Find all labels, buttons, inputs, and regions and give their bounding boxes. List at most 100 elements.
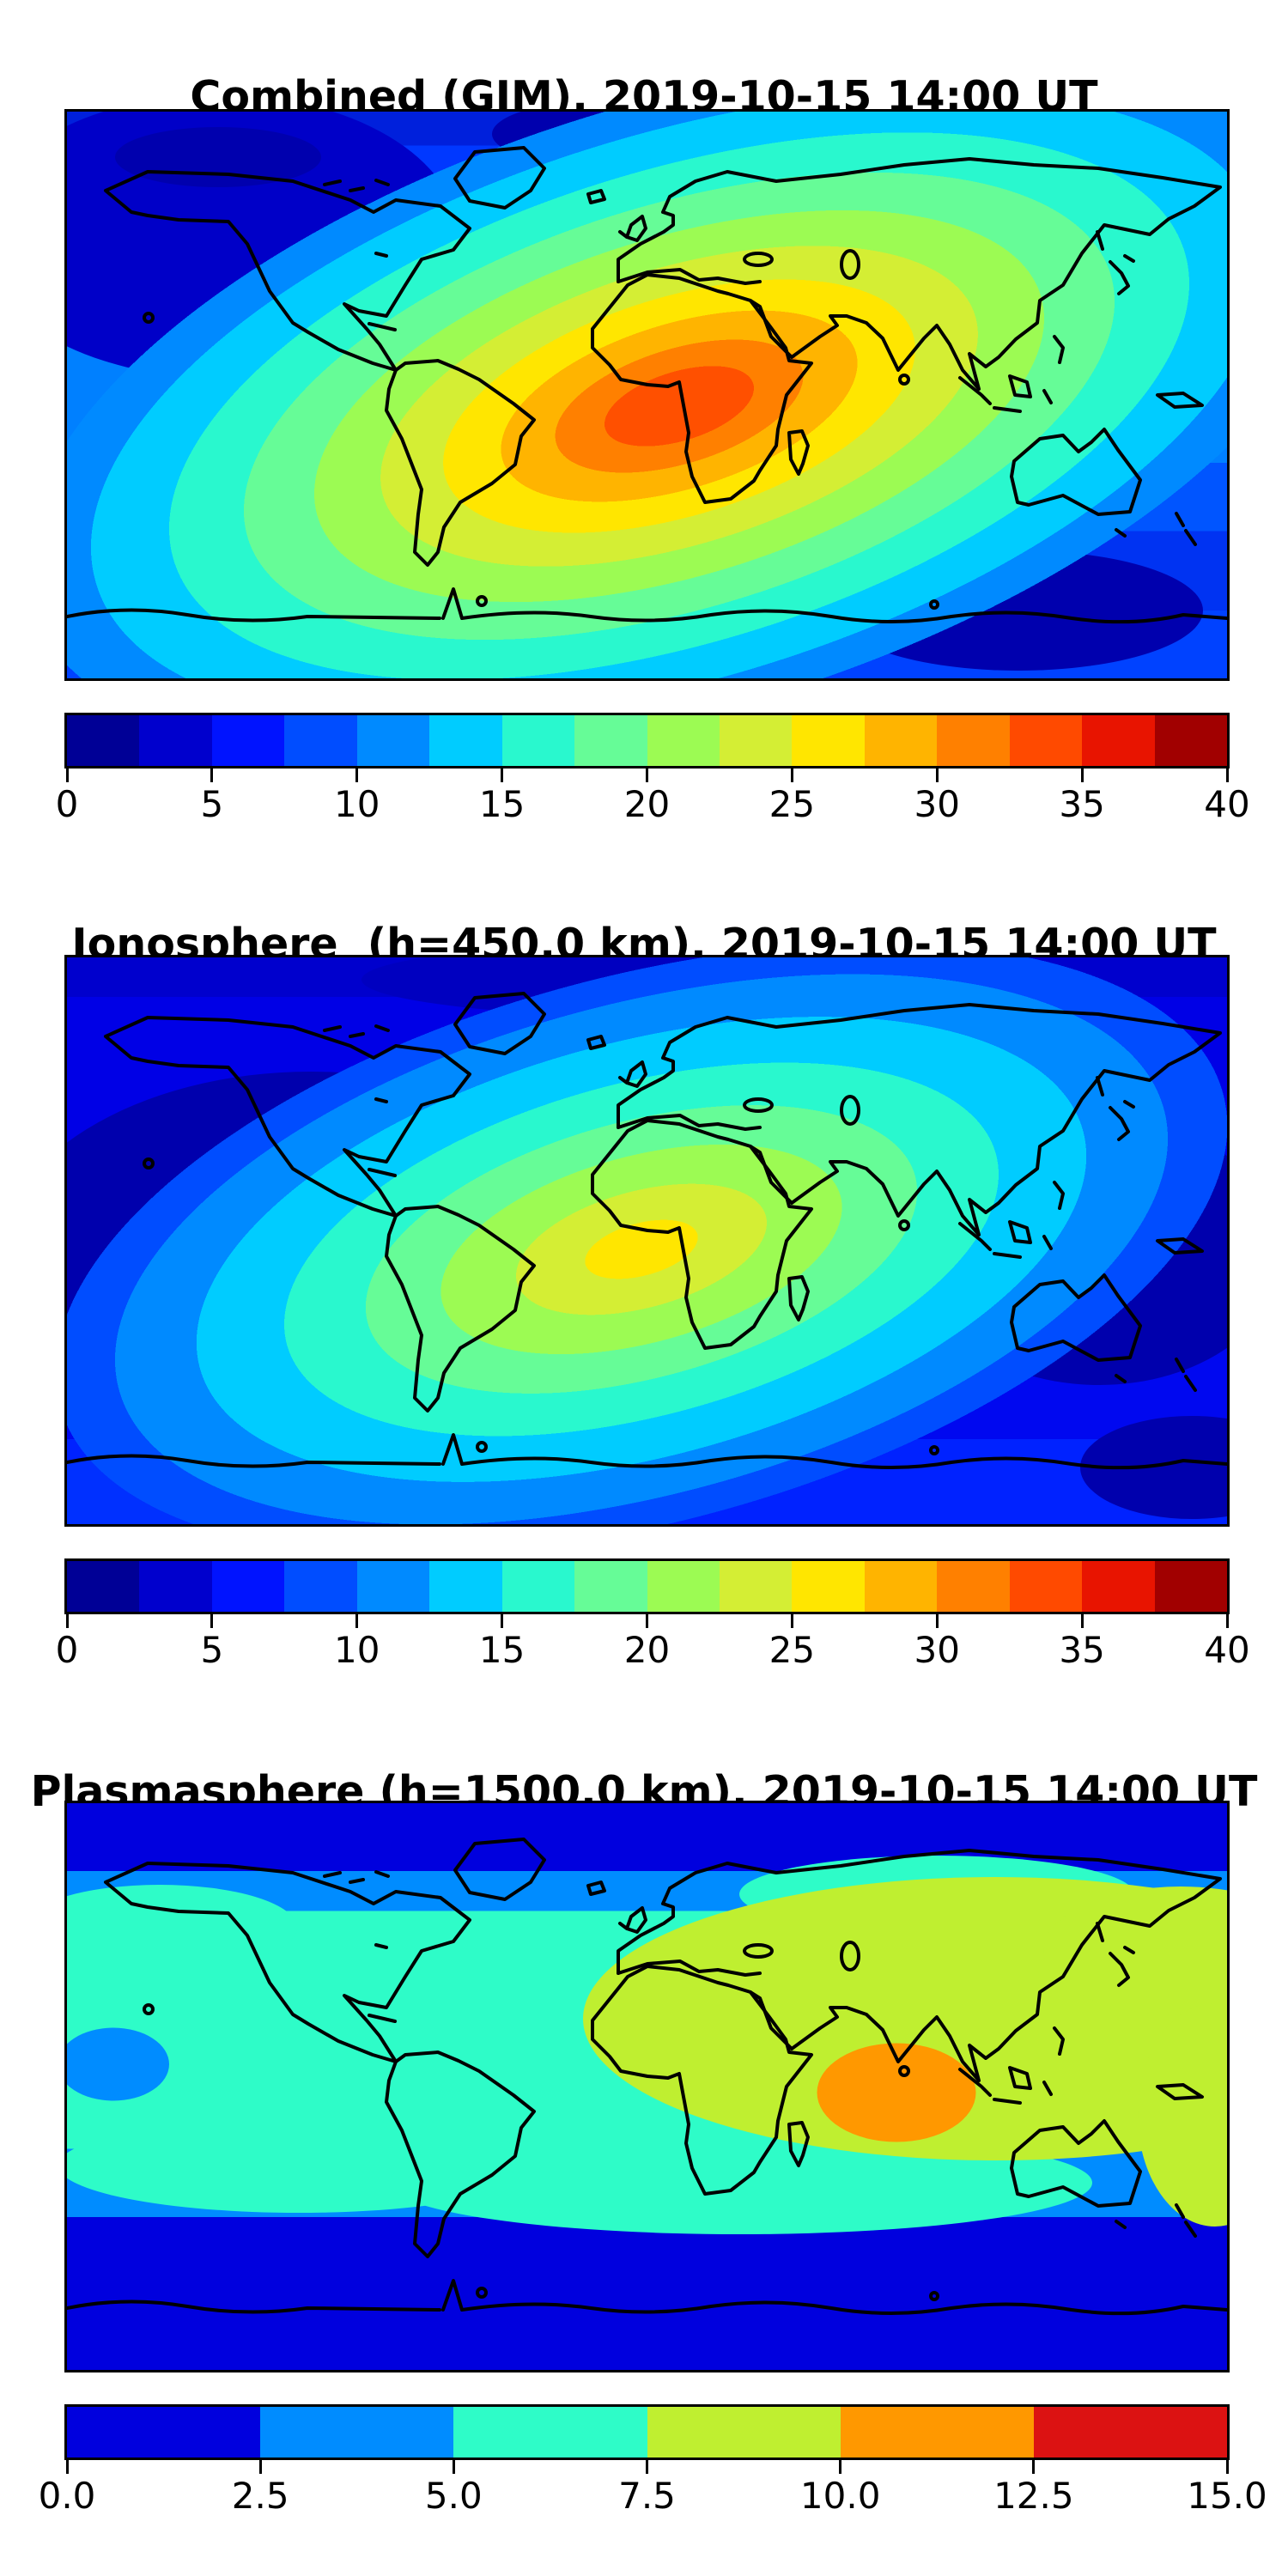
colorbar-band bbox=[1033, 2407, 1228, 2458]
colorbar-axis-combined: 0 5 10 15 20 25 30 35 40 bbox=[56, 769, 1250, 837]
colorbar-tick-mark bbox=[935, 1614, 939, 1628]
colorbar-band bbox=[356, 1561, 430, 1612]
colorbar-band bbox=[719, 1561, 793, 1612]
colorbar-band bbox=[211, 1561, 285, 1612]
colorbar-tick-label: 5 bbox=[200, 1629, 224, 1671]
colorbar-band bbox=[574, 1561, 647, 1612]
colorbar-tick-label: 12.5 bbox=[993, 2475, 1074, 2517]
colorbar-band bbox=[1154, 1561, 1227, 1612]
colorbar-tick-mark bbox=[1032, 2460, 1036, 2474]
colorbar-band bbox=[67, 2407, 261, 2458]
colorbar-band bbox=[719, 715, 793, 766]
colorbar-band bbox=[67, 1561, 140, 1612]
colorbar-band bbox=[864, 715, 938, 766]
colorbar-tick-label: 15 bbox=[478, 1629, 526, 1671]
colorbar-tick-label: 10 bbox=[334, 783, 380, 825]
colorbar-tick-mark bbox=[258, 2460, 262, 2474]
colorbar-tick-label: 25 bbox=[769, 783, 816, 825]
colorbar-band bbox=[647, 715, 720, 766]
colorbar-band bbox=[139, 1561, 212, 1612]
colorbar-band bbox=[501, 715, 575, 766]
colorbar-tick-mark bbox=[1080, 769, 1084, 782]
colorbar-tick-mark bbox=[501, 1614, 504, 1628]
colorbar-tick-label: 0 bbox=[55, 783, 79, 825]
map-plasmasphere bbox=[64, 1801, 1230, 2372]
coastlines-overlay bbox=[67, 112, 1227, 678]
colorbar-tick-mark bbox=[790, 1614, 793, 1628]
colorbar-band bbox=[211, 715, 285, 766]
colorbar-tick-label: 35 bbox=[1059, 783, 1105, 825]
colorbar-tick-mark bbox=[65, 1614, 69, 1628]
colorbar-tick-mark bbox=[1080, 1614, 1084, 1628]
colorbar-axis-plasmasphere: 0.0 2.5 5.0 7.5 10.0 12.5 15.0 bbox=[39, 2460, 1267, 2529]
colorbar-tick-mark bbox=[790, 769, 793, 782]
colorbar-band bbox=[937, 715, 1010, 766]
colorbar-tick-mark bbox=[646, 769, 648, 782]
colorbar-band bbox=[1082, 715, 1155, 766]
colorbar-band bbox=[574, 715, 647, 766]
colorbar-tick-mark bbox=[355, 769, 359, 782]
colorbar-tick-label: 10.0 bbox=[799, 2475, 881, 2517]
colorbar-tick-label: 0 bbox=[55, 1629, 79, 1671]
colorbar-band bbox=[792, 715, 865, 766]
map-combined bbox=[64, 109, 1230, 681]
colorbar-band bbox=[647, 1561, 720, 1612]
colorbar-tick-mark bbox=[355, 1614, 359, 1628]
colorbar-tick-label: 40 bbox=[1204, 1629, 1250, 1671]
contour-low-patch bbox=[114, 126, 321, 187]
colorbar-combined bbox=[64, 713, 1230, 769]
colorbar-band bbox=[356, 715, 430, 766]
colorbar-band bbox=[840, 2407, 1034, 2458]
colorbar-tick-label: 40 bbox=[1204, 783, 1250, 825]
colorbar-plasmasphere bbox=[64, 2404, 1230, 2460]
colorbar-band bbox=[647, 2407, 841, 2458]
colorbar-band bbox=[260, 2407, 454, 2458]
colorbar-tick-label: 30 bbox=[914, 1629, 960, 1671]
colorbar-ionosphere bbox=[64, 1558, 1230, 1614]
colorbar-tick-mark bbox=[210, 769, 214, 782]
colorbar-tick-mark bbox=[501, 769, 504, 782]
colorbar-tick-label: 5.0 bbox=[424, 2475, 483, 2517]
colorbar-band bbox=[1009, 715, 1083, 766]
colorbar-tick-mark bbox=[646, 2460, 648, 2474]
colorbar-tick-mark bbox=[1225, 2460, 1229, 2474]
colorbar-tick-label: 5 bbox=[200, 783, 224, 825]
colorbar-tick-label: 2.5 bbox=[231, 2475, 289, 2517]
colorbar-tick-mark bbox=[839, 2460, 842, 2474]
colorbar-tick-mark bbox=[646, 1614, 648, 1628]
colorbar-band bbox=[937, 1561, 1010, 1612]
colorbar-tick-mark bbox=[1225, 1614, 1229, 1628]
colorbar-tick-label: 20 bbox=[623, 783, 671, 825]
colorbar-band bbox=[284, 1561, 357, 1612]
colorbar-axis-ionosphere: 0 5 10 15 20 25 30 35 40 bbox=[56, 1614, 1250, 1683]
colorbar-band bbox=[1082, 1561, 1155, 1612]
colorbar-tick-label: 15 bbox=[478, 783, 526, 825]
coastlines-overlay bbox=[67, 1803, 1227, 2370]
colorbar-tick-label: 30 bbox=[914, 783, 960, 825]
colorbar-tick-mark bbox=[65, 2460, 69, 2474]
colorbar-tick-label: 20 bbox=[623, 1629, 671, 1671]
colorbar-tick-mark bbox=[935, 769, 939, 782]
colorbar-band bbox=[67, 715, 140, 766]
colorbar-band bbox=[284, 715, 357, 766]
colorbar-band bbox=[1154, 715, 1227, 766]
colorbar-band bbox=[429, 1561, 502, 1612]
colorbar-tick-label: 25 bbox=[769, 1629, 816, 1671]
colorbar-band bbox=[1009, 1561, 1083, 1612]
colorbar-tick-mark bbox=[452, 2460, 455, 2474]
colorbar-tick-label: 15.0 bbox=[1187, 2475, 1267, 2517]
coastlines-overlay bbox=[67, 957, 1227, 1524]
colorbar-band bbox=[501, 1561, 575, 1612]
colorbar-tick-mark bbox=[65, 769, 69, 782]
colorbar-tick-label: 10 bbox=[334, 1629, 380, 1671]
colorbar-tick-label: 35 bbox=[1059, 1629, 1105, 1671]
colorbar-band bbox=[139, 715, 212, 766]
colorbar-band bbox=[792, 1561, 865, 1612]
colorbar-tick-mark bbox=[210, 1614, 214, 1628]
colorbar-tick-label: 7.5 bbox=[618, 2475, 676, 2517]
colorbar-band bbox=[864, 1561, 938, 1612]
colorbar-band bbox=[453, 2407, 647, 2458]
colorbar-tick-label: 0.0 bbox=[38, 2475, 96, 2517]
map-ionosphere bbox=[64, 955, 1230, 1527]
